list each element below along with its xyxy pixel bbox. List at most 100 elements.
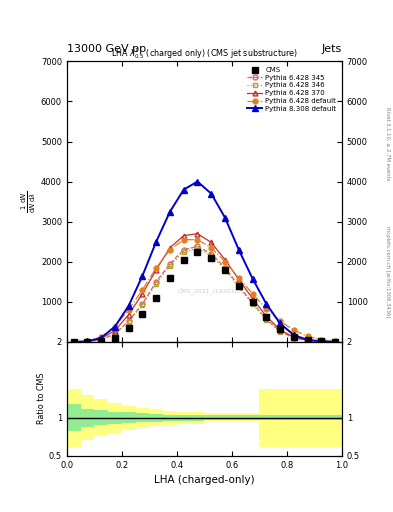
Pythia 6.428 346: [250, 301, 255, 307]
Pythia 6.428 default: [140, 287, 145, 293]
Bar: [177, 412, 191, 424]
Pythia 6.428 default: [333, 338, 338, 344]
Pythia 6.428 370: [113, 328, 118, 334]
Pythia 8.308 default: [250, 275, 255, 282]
Pythia 6.428 345: [140, 301, 145, 307]
Bar: [259, 389, 273, 446]
Y-axis label: Ratio to CMS: Ratio to CMS: [37, 373, 46, 424]
Pythia 6.428 370: [319, 338, 324, 345]
CMS: [113, 335, 118, 341]
Bar: [273, 389, 287, 446]
Pythia 6.428 370: [278, 327, 283, 333]
CMS: [72, 339, 76, 345]
Pythia 6.428 default: [292, 327, 296, 333]
Pythia 6.428 370: [305, 337, 310, 344]
Pythia 6.428 default: [264, 306, 269, 312]
Line: Pythia 6.428 default: Pythia 6.428 default: [71, 237, 338, 344]
Title: LHA $\lambda^{1}_{0.5}$ (charged only) (CMS jet substructure): LHA $\lambda^{1}_{0.5}$ (charged only) (…: [111, 47, 298, 61]
CMS: [195, 249, 200, 255]
Bar: [94, 399, 108, 436]
Pythia 6.428 345: [195, 243, 200, 249]
Pythia 6.428 345: [264, 316, 269, 322]
Pythia 6.428 345: [99, 337, 104, 343]
Pythia 6.428 370: [182, 232, 186, 239]
Bar: [81, 409, 94, 427]
Pythia 6.428 370: [85, 338, 90, 345]
Pythia 6.428 346: [292, 335, 296, 341]
Bar: [191, 412, 204, 424]
Pythia 6.428 default: [319, 336, 324, 343]
Pythia 6.428 345: [333, 338, 338, 345]
CMS: [127, 325, 131, 331]
Pythia 6.428 345: [209, 250, 214, 257]
Pythia 6.428 370: [222, 257, 227, 263]
Pythia 6.428 370: [195, 230, 200, 237]
Bar: [149, 414, 163, 421]
Bar: [232, 415, 246, 420]
Pythia 6.428 345: [250, 300, 255, 306]
Bar: [67, 389, 81, 446]
Pythia 6.428 default: [113, 324, 118, 330]
Pythia 6.428 346: [85, 338, 90, 345]
Pythia 8.308 default: [278, 321, 283, 327]
Pythia 6.428 345: [278, 328, 283, 334]
Bar: [122, 412, 136, 423]
Line: Pythia 6.428 346: Pythia 6.428 346: [71, 246, 338, 344]
Bar: [108, 402, 122, 433]
Pythia 6.428 346: [154, 281, 159, 287]
Pythia 6.428 346: [182, 249, 186, 255]
Bar: [94, 410, 108, 425]
Pythia 6.428 370: [72, 339, 76, 345]
Pythia 8.308 default: [168, 208, 173, 215]
Text: Rivet 3.1.10, ≥ 2.7M events: Rivet 3.1.10, ≥ 2.7M events: [385, 106, 390, 180]
Bar: [204, 415, 218, 420]
Bar: [67, 404, 81, 432]
Pythia 6.428 default: [99, 334, 104, 340]
CMS: [319, 338, 324, 345]
Bar: [108, 412, 122, 424]
Pythia 6.428 default: [127, 307, 131, 313]
Pythia 6.428 default: [182, 237, 186, 243]
Bar: [136, 408, 149, 428]
Pythia 8.308 default: [85, 338, 90, 345]
X-axis label: LHA (charged-only): LHA (charged-only): [154, 475, 255, 485]
Bar: [328, 389, 342, 446]
Pythia 6.428 370: [333, 338, 338, 345]
Pythia 8.308 default: [154, 239, 159, 245]
Bar: [246, 413, 259, 422]
CMS: [305, 337, 310, 343]
Pythia 6.428 346: [222, 266, 227, 272]
Pythia 6.428 345: [182, 247, 186, 253]
Bar: [163, 415, 177, 421]
Pythia 6.428 default: [209, 245, 214, 251]
Bar: [287, 389, 301, 446]
CMS: [222, 267, 227, 273]
CMS: [168, 274, 173, 281]
Pythia 8.308 default: [237, 247, 241, 253]
Bar: [287, 415, 301, 420]
Line: Pythia 6.428 370: Pythia 6.428 370: [71, 231, 338, 344]
Pythia 8.308 default: [222, 215, 227, 221]
Pythia 6.428 345: [113, 331, 118, 337]
Bar: [273, 415, 287, 420]
Pythia 6.428 346: [127, 318, 131, 325]
CMS: [292, 333, 296, 339]
Pythia 8.308 default: [127, 303, 131, 309]
Pythia 6.428 345: [292, 335, 296, 341]
Pythia 6.428 346: [319, 338, 324, 345]
Pythia 6.428 345: [222, 265, 227, 271]
CMS: [154, 295, 159, 301]
Text: Jets: Jets: [321, 44, 342, 54]
Bar: [232, 413, 246, 422]
Legend: CMS, Pythia 6.428 345, Pythia 6.428 346, Pythia 6.428 370, Pythia 6.428 default,: CMS, Pythia 6.428 345, Pythia 6.428 346,…: [245, 65, 338, 114]
Pythia 8.308 default: [195, 179, 200, 185]
Bar: [328, 415, 342, 420]
Pythia 6.428 346: [72, 339, 76, 345]
Pythia 6.428 346: [278, 329, 283, 335]
Pythia 6.428 346: [168, 263, 173, 269]
Bar: [314, 389, 328, 446]
Pythia 6.428 346: [333, 338, 338, 345]
Text: mcplots.cern.ch [arXiv:1306.3436]: mcplots.cern.ch [arXiv:1306.3436]: [385, 226, 390, 317]
Line: Pythia 8.308 default: Pythia 8.308 default: [71, 179, 338, 345]
Bar: [204, 413, 218, 422]
